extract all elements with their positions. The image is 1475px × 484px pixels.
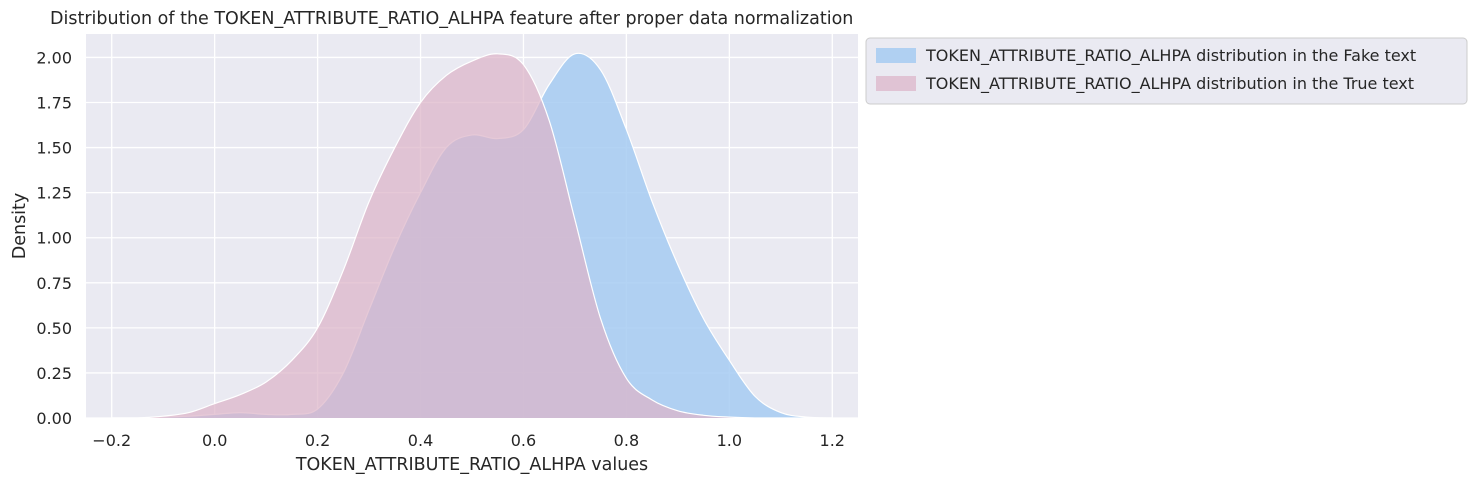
legend-label: TOKEN_ATTRIBUTE_RATIO_ALHPA distribution… xyxy=(925,74,1414,94)
series-group xyxy=(111,52,833,418)
x-tick-label: 1.0 xyxy=(717,431,742,450)
y-tick-label: 1.25 xyxy=(36,184,72,203)
y-tick-label: 1.00 xyxy=(36,229,72,248)
x-tick-label: 0.0 xyxy=(202,431,227,450)
legend-label: TOKEN_ATTRIBUTE_RATIO_ALHPA distribution… xyxy=(925,46,1416,66)
legend-swatch xyxy=(876,76,916,91)
x-tick-label: −0.2 xyxy=(92,431,131,450)
x-tick-label: 0.4 xyxy=(408,431,433,450)
x-tick-label: 0.2 xyxy=(305,431,330,450)
y-tick-label: 0.25 xyxy=(36,364,72,383)
y-tick-label: 0.75 xyxy=(36,274,72,293)
x-tick-label: 1.2 xyxy=(820,431,845,450)
y-tick-label: 0.50 xyxy=(36,319,72,338)
y-tick-label: 1.50 xyxy=(36,139,72,158)
series-2-area xyxy=(111,53,833,418)
y-tick-label: 1.75 xyxy=(36,94,72,113)
y-axis-label: Density xyxy=(10,193,30,260)
series-2-line xyxy=(111,53,833,418)
x-axis-label: TOKEN_ATTRIBUTE_RATIO_ALHPA values xyxy=(295,455,648,475)
x-tick-label: 0.6 xyxy=(511,431,536,450)
y-tick-label: 0.00 xyxy=(36,409,72,428)
legend-box xyxy=(865,37,1468,105)
legend: TOKEN_ATTRIBUTE_RATIO_ALHPA distribution… xyxy=(865,37,1468,105)
y-tick-label: 2.00 xyxy=(36,48,72,67)
x-tick-label: 0.8 xyxy=(614,431,639,450)
chart-title: Distribution of the TOKEN_ATTRIBUTE_RATI… xyxy=(50,9,853,29)
legend-swatch xyxy=(876,48,916,63)
